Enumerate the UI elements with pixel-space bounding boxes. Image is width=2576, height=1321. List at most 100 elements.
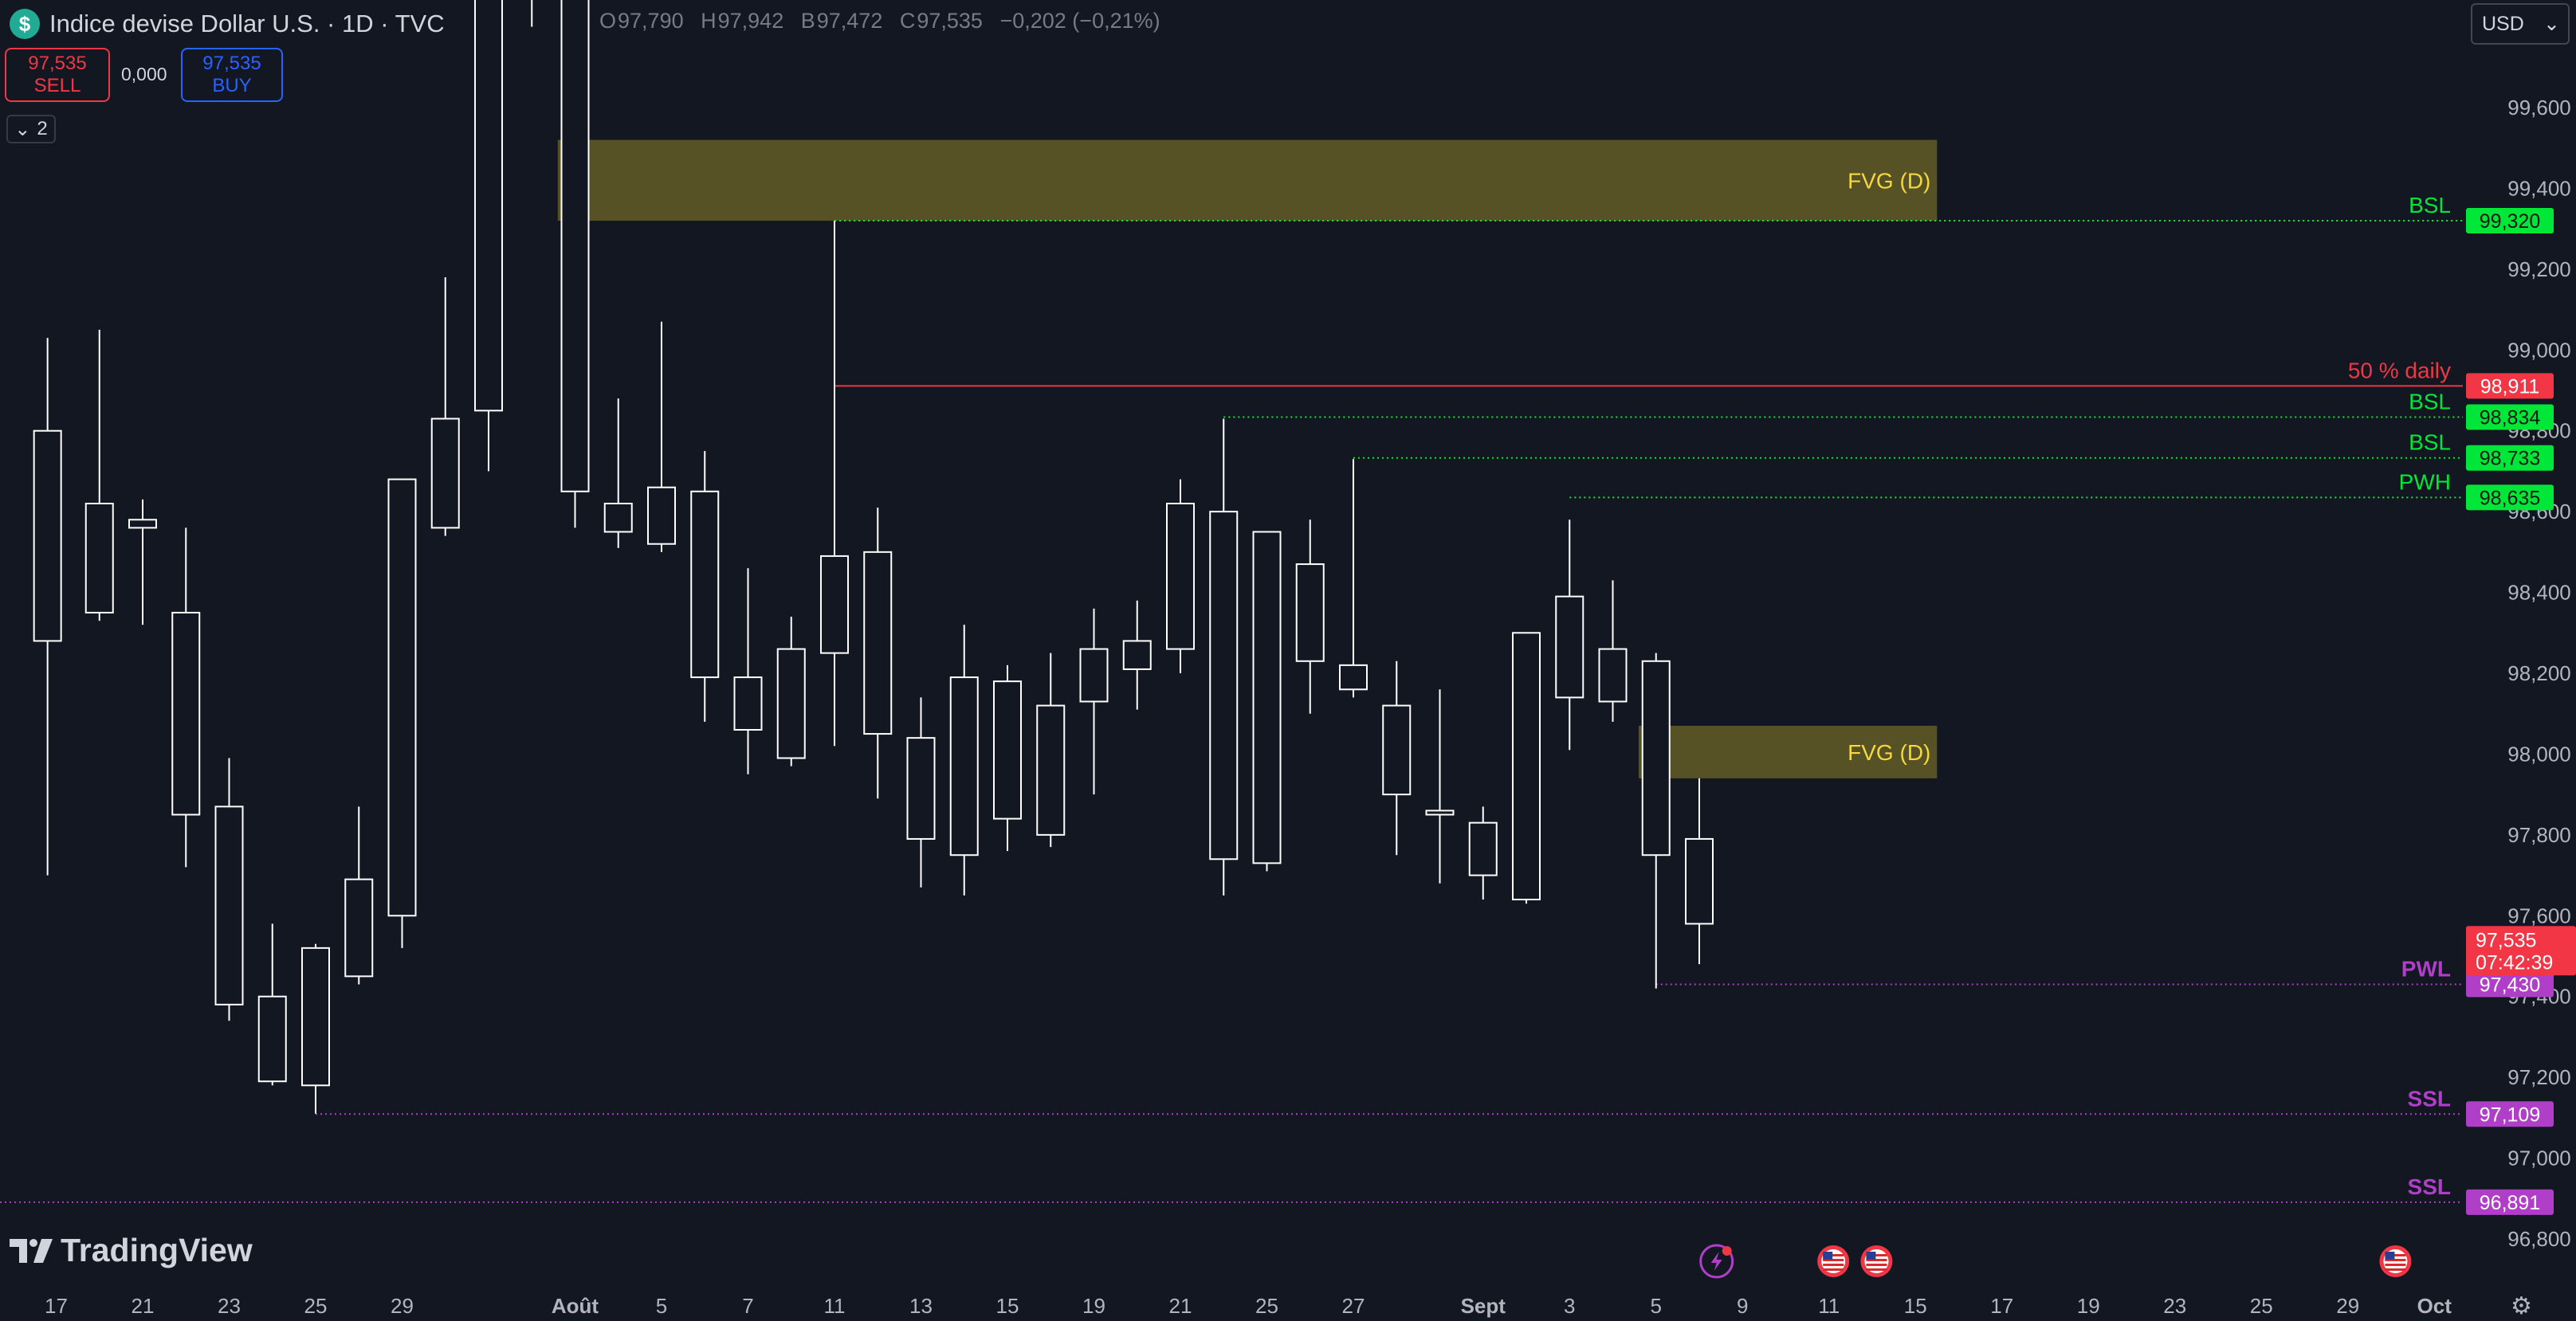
dollar-symbol-icon: $ [10, 9, 40, 39]
candle-body [603, 503, 633, 533]
level-price-badge [2466, 373, 2554, 399]
candle-body [128, 519, 157, 529]
candle-body [1641, 660, 1671, 856]
time-tick-label: 17 [45, 1294, 68, 1318]
time-tick-label: Août [552, 1294, 599, 1318]
level-price-badge [2466, 971, 2554, 998]
us-flag-event-icon[interactable] [1817, 1245, 1850, 1277]
currency-value: USD [2482, 12, 2524, 35]
candle-body [1598, 648, 1628, 703]
price-tick-label: 98,000 [2507, 742, 2571, 766]
time-tick-label: 25 [1255, 1294, 1278, 1318]
candle-body [33, 429, 62, 642]
time-tick-label: 21 [1169, 1294, 1192, 1318]
buy-button[interactable]: 97,535 BUY [181, 48, 283, 102]
time-tick-label: 21 [132, 1294, 155, 1318]
time-tick-label: 19 [1082, 1294, 1105, 1318]
level-price-badge [2466, 208, 2554, 233]
time-tick-label: 3 [1564, 1294, 1575, 1318]
candle-body [1079, 648, 1109, 703]
time-tick-label: 29 [391, 1294, 414, 1318]
time-tick-label: 23 [218, 1294, 241, 1318]
price-tick-label: 97,000 [2507, 1147, 2571, 1170]
level-label: BSL [2409, 430, 2451, 455]
candle-body [1252, 531, 1282, 864]
time-tick-label: 17 [1990, 1294, 2013, 1318]
fvg-zone-label: FVG (D) [1848, 168, 1930, 193]
us-flag-event-icon[interactable] [2379, 1245, 2412, 1277]
candle-body [1685, 837, 1714, 925]
level-label: PWL [2401, 957, 2451, 982]
level-price-badge-label: 98,911 [2480, 375, 2540, 398]
sell-label: SELL [33, 75, 81, 96]
level-label: 50 % daily [2348, 358, 2451, 382]
indicators-toggle[interactable]: ⌄ 2 [6, 115, 56, 143]
lightning-event-icon[interactable] [1699, 1244, 1734, 1279]
candle-body [1339, 664, 1368, 691]
fvg-zone [557, 139, 1938, 221]
candle-body [560, 0, 590, 492]
time-tick-label: 27 [1342, 1294, 1365, 1318]
candle-body [820, 555, 849, 654]
fvg-zone [1639, 725, 1938, 778]
time-tick-label: 7 [742, 1294, 753, 1318]
level-price-badge-label: 97,109 [2480, 1103, 2540, 1126]
price-tick-label: 97,600 [2507, 904, 2571, 927]
candle-body [863, 551, 893, 735]
last-price-badge [2466, 926, 2576, 976]
candle-body [1166, 503, 1195, 650]
time-tick-label: 25 [2250, 1294, 2273, 1318]
candle-body [1295, 563, 1325, 662]
tradingview-logo[interactable]: TradingView [10, 1232, 253, 1269]
settings-gear-icon[interactable]: ⚙ [2511, 1293, 2532, 1319]
time-tick-label: 15 [1904, 1294, 1927, 1318]
time-tick-label: 29 [2336, 1294, 2359, 1318]
candle-body [733, 676, 763, 731]
candle-body [1209, 511, 1239, 860]
level-price-badge-label: 97,430 [2480, 974, 2540, 997]
candle-body [1036, 704, 1066, 836]
candle-body [257, 995, 287, 1083]
ohlc-legend: O97,790 H97,942 B97,472 C97,535 −0,202 (… [599, 9, 1160, 33]
candle-body [906, 737, 936, 840]
symbol-title[interactable]: Indice devise Dollar U.S. · 1D · TVC [49, 10, 445, 37]
candle-body [474, 0, 503, 412]
time-tick-label: 25 [304, 1294, 328, 1318]
candle-body [301, 947, 330, 1087]
time-tick-label: 5 [656, 1294, 667, 1318]
price-tick-label: 99,200 [2507, 257, 2571, 281]
sell-button[interactable]: 97,535 SELL [5, 48, 110, 102]
level-price-badge-label: 98,733 [2480, 448, 2540, 470]
level-price-badge-label: 98,635 [2480, 487, 2540, 509]
time-tick-label: Sept [1461, 1294, 1506, 1318]
price-tick-label: 97,200 [2507, 1065, 2571, 1089]
level-price-badge [2466, 404, 2554, 430]
candle-body [776, 648, 806, 759]
price-tick-label: 97,800 [2507, 823, 2571, 847]
currency-select[interactable]: USD ⌄ [2471, 3, 2570, 45]
level-price-badge-label: 96,891 [2480, 1192, 2540, 1214]
price-tick-label: 98,400 [2507, 581, 2571, 605]
us-flag-event-icon[interactable] [1860, 1245, 1893, 1277]
candle-body [647, 486, 676, 545]
time-tick-label: 5 [1651, 1294, 1662, 1318]
sell-price: 97,535 [28, 53, 87, 74]
level-label: SSL [2408, 1174, 2451, 1199]
candle-body [1382, 704, 1412, 796]
level-label: PWH [2399, 469, 2451, 494]
candle-body [1468, 821, 1498, 876]
price-tick-label: 99,600 [2507, 96, 2571, 120]
candle-body [690, 490, 720, 679]
candle-body [214, 806, 244, 1005]
buy-label: BUY [212, 75, 252, 96]
level-price-badge [2466, 1101, 2554, 1127]
candle-body [1512, 632, 1541, 900]
level-label: BSL [2409, 389, 2451, 414]
candle-body [1555, 595, 1584, 699]
candle-body [1425, 809, 1455, 816]
time-tick-label: 11 [1818, 1294, 1840, 1318]
time-tick-label: 9 [1737, 1294, 1748, 1318]
candle-body [171, 611, 201, 816]
spread-value: 0,000 [121, 64, 167, 84]
